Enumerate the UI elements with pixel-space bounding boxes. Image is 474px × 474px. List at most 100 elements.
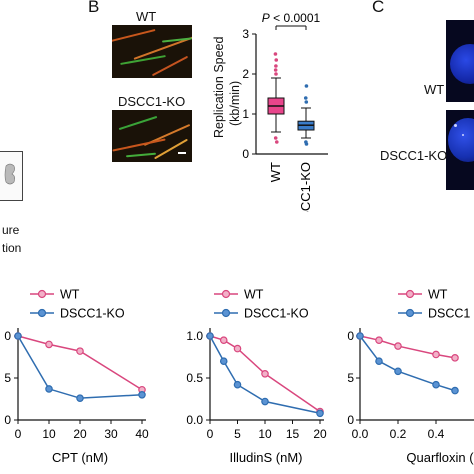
legend-marker [407,291,414,298]
legend-label: DSCC1-KO [60,307,125,321]
x-tick-label: 0.0 [352,427,369,441]
data-point [234,345,240,351]
data-point [376,337,382,343]
legend-label: DSCC1-KO [244,307,309,321]
data-point [46,386,52,392]
series-line-DSCC1-KO [18,336,142,398]
data-point [46,341,52,347]
data-point [262,398,268,404]
x-tick-label: 0.2 [390,427,407,441]
data-point [357,333,363,339]
legend-label: DSCC1 [428,307,470,321]
data-point [395,368,401,374]
data-point [139,392,145,398]
outlier-point [275,140,279,144]
replication-speed-boxplot: 0 1 2 3 P < 0.0001 WT DSCC1-KO [228,12,338,212]
x-axis-title: CPT (nM) [52,450,108,465]
data-point [433,382,439,388]
legend-marker [407,310,414,317]
data-point [317,410,323,416]
series-line-WT [18,336,142,390]
outlier-point [274,52,278,56]
panel-c-label-wt: WT [424,82,444,97]
y-tick-label: 0.0 [186,413,203,427]
y-tick-label: 3 [242,27,249,41]
data-point [77,348,83,354]
x-tick-label: 10 [258,427,272,441]
illudins-survival-chart: WT DSCC1-KO 1.0 0.5 0.0 0 5 10 15 20 IlludinS (nM) [168,280,340,474]
cpt-survival-chart: WTDSCC1-KO0500 10 20 30 40CPT (nM) [0,280,158,474]
y-tick-label: 2 [242,67,249,81]
y-tick-label: 0 [4,329,11,343]
data-point [395,343,401,349]
legend-marker [223,291,230,298]
panel-c-label-ko: DSCC1-KO [380,148,447,163]
outlier-point [304,140,308,144]
x-axis-title: Quarfloxin ( [406,450,474,465]
outlier-point [274,72,278,76]
image-label-ko: DSCC1-KO [118,94,185,109]
x-tick-label: 40 [135,427,149,441]
y-tick-label: 0 [347,413,354,427]
outlier-point [274,136,278,140]
data-point [221,337,227,343]
y-tick-label: 5 [347,371,354,385]
x-category-label: DSCC1-KO [298,162,313,212]
x-tick-label: 0 [207,427,214,441]
data-point [376,358,382,364]
legend-marker [39,310,46,317]
y-tick-label: 0 [4,413,11,427]
p-value-annotation: P < 0.0001 [262,12,321,25]
data-point [262,371,268,377]
y-tick-label: 0 [242,147,249,161]
data-point [234,382,240,388]
boxplot-ylabel-line1: Replication Speed [212,37,226,138]
outlier-point [274,64,278,68]
panel-label-c: C [372,0,384,17]
panel-label-b: B [88,0,99,17]
x-tick-label: 20 [73,427,87,441]
sketch-icon [0,152,22,200]
data-point [452,355,458,361]
data-point [77,395,83,401]
nucleus-image-wt [446,20,474,102]
x-tick-label: 0.4 [428,427,445,441]
legend-marker [39,291,46,298]
x-tick-label: 30 [104,427,118,441]
boxplot-ylabel-line2: (kb/min) [228,81,242,126]
data-point [433,351,439,357]
left-fragment-line1: ure [2,223,19,237]
data-point [15,333,21,339]
fiber-image-ko [112,110,192,162]
outlier-point [305,84,309,88]
series-line-DSCC1 [360,336,455,391]
data-point [452,387,458,393]
x-tick-label: 5 [234,427,241,441]
x-tick-label: 10 [42,427,56,441]
outlier-point [304,100,308,104]
nucleus-image-ko [446,110,474,190]
x-axis-title: IlludinS (nM) [230,450,303,465]
legend-marker [223,310,230,317]
y-tick-label: 1 [242,107,249,121]
y-tick-label: 0.5 [186,371,203,385]
x-tick-label: 15 [286,427,300,441]
fiber-image-wt [112,25,192,78]
quarfloxin-survival-chart: WTDSCC10500.0 0.2 0.4Quarfloxin ( [340,280,474,474]
legend-label: WT [60,288,80,302]
x-category-label: WT [268,162,283,182]
y-tick-label: 0 [347,329,354,343]
left-sketch-fragment [0,151,23,201]
x-tick-label: 20 [313,427,327,441]
image-label-wt: WT [136,9,156,24]
y-tick-label: 5 [4,371,11,385]
legend-label: WT [428,288,448,302]
data-point [207,333,213,339]
data-point [221,358,227,364]
outlier-point [274,58,278,62]
outlier-point [304,96,308,100]
legend-label: WT [244,288,264,302]
left-fragment-line2: tion [2,241,21,255]
x-tick-label: 0 [15,427,22,441]
outlier-point [274,68,278,72]
